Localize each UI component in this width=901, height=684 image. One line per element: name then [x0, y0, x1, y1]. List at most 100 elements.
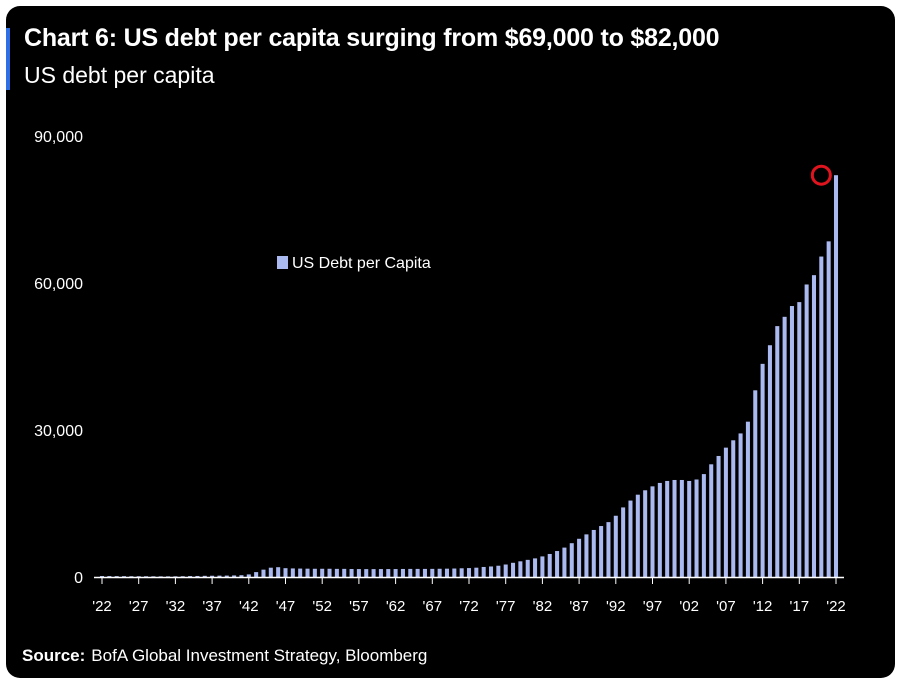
- bar: [452, 568, 457, 577]
- highlight-marker: [810, 164, 832, 186]
- bar: [393, 569, 398, 577]
- x-tick-label: '32: [166, 598, 186, 615]
- bar: [180, 576, 185, 577]
- bar: [99, 576, 105, 577]
- bar: [503, 564, 508, 577]
- bar: [716, 455, 721, 577]
- bar: [166, 576, 171, 577]
- bar: [415, 568, 420, 577]
- x-tick-label: '82: [533, 598, 553, 615]
- bar: [687, 480, 692, 577]
- bar: [474, 567, 479, 577]
- bar: [621, 507, 626, 577]
- x-tick-label: '22: [826, 598, 846, 615]
- source-line: Source: BofA Global Investment Strategy, …: [22, 646, 427, 666]
- bar: [709, 464, 714, 577]
- bar: [349, 569, 354, 577]
- bar: [635, 494, 640, 577]
- x-tick-label: '72: [459, 598, 479, 615]
- bar: [804, 284, 809, 577]
- bar: [136, 576, 141, 577]
- source-text: BofA Global Investment Strategy, Bloombe…: [91, 646, 428, 665]
- title-accent-bar: [6, 28, 10, 90]
- bar: [217, 575, 222, 577]
- bar: [422, 568, 427, 577]
- bar: [650, 486, 655, 577]
- bar: [129, 576, 134, 577]
- bar: [356, 569, 361, 577]
- bar: [364, 569, 369, 577]
- bar: [577, 538, 582, 577]
- bar: [188, 576, 193, 577]
- bar: [701, 474, 706, 577]
- bar: [657, 482, 662, 577]
- bar: [496, 565, 501, 577]
- bar: [327, 568, 332, 577]
- bar: [782, 316, 787, 577]
- x-tick-label: '37: [202, 598, 222, 615]
- bar: [232, 575, 237, 577]
- x-tick-label: '67: [423, 598, 443, 615]
- bar: [254, 572, 259, 577]
- bar: [569, 543, 574, 577]
- bar: [826, 241, 831, 577]
- bar: [797, 302, 802, 577]
- bar: [555, 551, 560, 577]
- x-tick-label: '07: [716, 598, 736, 615]
- bar: [261, 569, 266, 577]
- y-tick-label: 0: [74, 570, 83, 587]
- bar: [371, 569, 376, 577]
- bar: [745, 421, 750, 577]
- bar: [628, 500, 633, 577]
- x-tick-label: '17: [790, 598, 810, 615]
- bar: [723, 447, 728, 577]
- bar: [665, 480, 670, 577]
- bar: [224, 575, 229, 577]
- bar: [481, 566, 486, 577]
- bar: [525, 559, 530, 577]
- bar: [239, 575, 244, 577]
- bar: [679, 479, 684, 577]
- bar: [107, 576, 112, 577]
- chart-plot: 0 30,000 60,000 90,000 '22 '27 '32 '37 '42 '47 '52…: [34, 129, 846, 615]
- bar: [320, 568, 325, 577]
- legend-swatch: [277, 256, 288, 269]
- bar: [753, 390, 758, 577]
- bar: [540, 556, 545, 577]
- bar: [760, 363, 765, 577]
- bar: [246, 574, 251, 577]
- bar: [378, 569, 383, 577]
- x-tick-label: '22: [92, 598, 112, 615]
- bar: [599, 526, 604, 577]
- bar: [202, 575, 207, 577]
- bar: [144, 576, 149, 577]
- x-tick-label: '62: [386, 598, 406, 615]
- bar: [298, 568, 303, 577]
- y-tick-label: 30,000: [34, 423, 83, 440]
- chart-subtitle: US debt per capita: [24, 62, 215, 88]
- x-tick-label: '27: [129, 598, 149, 615]
- bar: [591, 529, 596, 577]
- bar: [386, 569, 391, 577]
- bar: [342, 568, 347, 577]
- x-tick-label: '87: [569, 598, 589, 615]
- bar: [408, 568, 413, 577]
- bar: [584, 534, 589, 577]
- x-tick-label: '12: [753, 598, 773, 615]
- x-tick-label: '92: [606, 598, 626, 615]
- chart-card: Chart 6: US debt per capita surging from…: [6, 6, 895, 678]
- bar: [459, 568, 464, 577]
- x-tick-label: '97: [643, 598, 663, 615]
- bar: [195, 575, 200, 577]
- bar: [511, 562, 516, 577]
- bar: [312, 568, 317, 577]
- bar: [114, 576, 119, 577]
- x-tick-label: '77: [496, 598, 516, 615]
- x-tick-label: '42: [239, 598, 259, 615]
- bar: [731, 440, 736, 577]
- bar: [767, 345, 772, 577]
- bar: [833, 175, 839, 577]
- bar: [151, 576, 156, 577]
- y-tick-label: 60,000: [34, 276, 83, 293]
- bar: [562, 547, 567, 577]
